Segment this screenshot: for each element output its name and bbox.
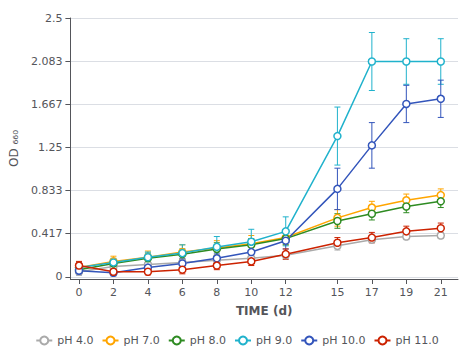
svg-text:6: 6 [179,286,186,299]
svg-text:0: 0 [55,270,62,283]
svg-text:pH 7.0: pH 7.0 [124,334,160,347]
svg-text:10: 10 [244,286,258,299]
svg-text:12: 12 [279,286,293,299]
svg-text:15: 15 [330,286,344,299]
svg-text:pH 4.0: pH 4.0 [57,334,93,347]
svg-text:pH 10.0: pH 10.0 [322,334,365,347]
svg-text:0.417: 0.417 [31,227,63,240]
svg-text:pH 11.0: pH 11.0 [395,334,438,347]
svg-text:2: 2 [110,286,117,299]
svg-text:pH 8.0: pH 8.0 [190,334,226,347]
svg-text:4: 4 [144,286,151,299]
svg-text:17: 17 [365,286,379,299]
svg-text:2.083: 2.083 [31,55,63,68]
svg-text:1.667: 1.667 [31,98,63,111]
svg-text:0.833: 0.833 [31,184,63,197]
svg-text:1.25: 1.25 [38,141,63,154]
svg-text:OD ₆₆₀: OD ₆₆₀ [7,130,21,167]
svg-text:2.5: 2.5 [45,12,63,25]
svg-text:pH 9.0: pH 9.0 [256,334,292,347]
svg-text:8: 8 [213,286,220,299]
svg-text:0: 0 [76,286,83,299]
svg-text:TIME (d): TIME (d) [236,304,293,318]
svg-text:21: 21 [434,286,448,299]
svg-text:19: 19 [399,286,413,299]
